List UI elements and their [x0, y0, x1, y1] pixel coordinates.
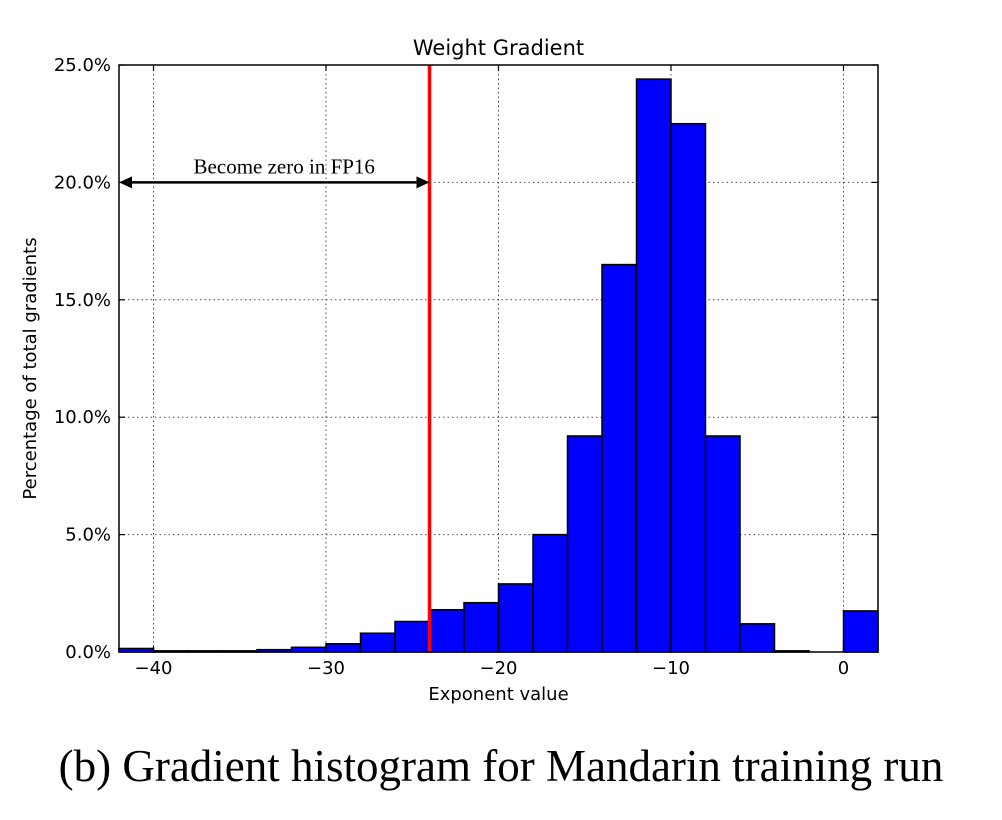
annotation-label: Become zero in FP16 [194, 154, 375, 178]
x-tick-label: −30 [307, 658, 345, 679]
histogram-bar [670, 122, 707, 653]
histogram-bar [635, 78, 672, 653]
histogram-chart: Become zero in FP16 −40 −30 −20 −10 0 0.0% 5.0… [20, 36, 879, 705]
grid-layer [119, 64, 878, 653]
histogram-bar [704, 435, 741, 653]
ticks-layer: −40 −30 −20 −10 0 0.0% 5.0% 10.0% 15.0% 20.0% 25.0… [54, 55, 878, 679]
x-tick-label: −10 [652, 658, 690, 679]
bars-layer [118, 78, 879, 653]
x-tick-label: −40 [135, 658, 173, 679]
histogram-bar [463, 601, 500, 653]
y-tick-label: 5.0% [65, 525, 111, 546]
arrow-head-left-icon [119, 176, 132, 189]
histogram-bar [601, 263, 638, 653]
y-tick-label: 25.0% [54, 55, 111, 76]
x-tick-label: −20 [480, 658, 518, 679]
histogram-bar [842, 610, 879, 653]
histogram-bar [566, 435, 603, 653]
y-axis-label: Percentage of total gradients [20, 237, 41, 499]
y-tick-label: 0.0% [65, 642, 111, 663]
histogram-bar [428, 608, 465, 653]
y-tick-label: 10.0% [54, 407, 111, 428]
arrow-head-right-icon [416, 176, 430, 189]
histogram-bar [359, 632, 396, 653]
y-tick-label: 15.0% [54, 290, 111, 311]
x-axis-label: Exponent value [428, 684, 568, 705]
chart-title: Weight Gradient [413, 36, 584, 60]
figure-caption: (b) Gradient histogram for Mandarin trai… [58, 741, 944, 791]
y-tick-label: 20.0% [54, 172, 111, 193]
histogram-bar [532, 533, 569, 653]
histogram-bar [394, 620, 431, 653]
annotation-arrow [119, 176, 430, 189]
histogram-bar [325, 643, 362, 653]
x-tick-label: 0 [838, 658, 849, 679]
histogram-bar [497, 583, 534, 653]
histogram-bar [739, 623, 776, 653]
